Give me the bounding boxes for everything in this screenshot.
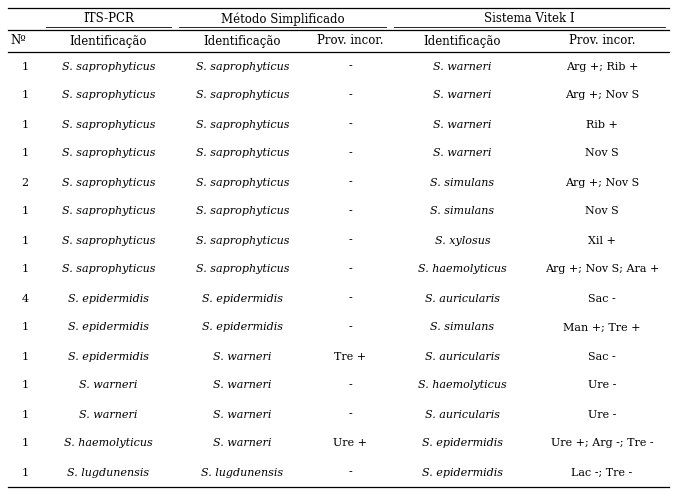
Text: Sistema Vitek I: Sistema Vitek I (484, 12, 575, 26)
Text: 1: 1 (22, 438, 28, 448)
Text: S. saprophyticus: S. saprophyticus (196, 264, 289, 274)
Text: S. epidermidis: S. epidermidis (202, 294, 283, 304)
Text: -: - (348, 322, 352, 332)
Text: 1: 1 (22, 62, 28, 72)
Text: S. haemolyticus: S. haemolyticus (418, 264, 507, 274)
Text: S. saprophyticus: S. saprophyticus (196, 62, 289, 72)
Text: -: - (348, 178, 352, 188)
Text: Identificação: Identificação (70, 34, 148, 48)
Text: -: - (348, 206, 352, 216)
Text: S. warneri: S. warneri (433, 120, 492, 130)
Text: Ure -: Ure - (588, 380, 616, 390)
Text: 4: 4 (22, 294, 28, 304)
Text: 1: 1 (22, 90, 28, 101)
Text: Sac -: Sac - (588, 294, 616, 304)
Text: Tre +: Tre + (334, 352, 366, 362)
Text: 1: 1 (22, 206, 28, 216)
Text: S. simulans: S. simulans (431, 206, 495, 216)
Text: S. warneri: S. warneri (213, 380, 271, 390)
Text: Identificação: Identificação (204, 34, 281, 48)
Text: 1: 1 (22, 236, 28, 246)
Text: S. saprophyticus: S. saprophyticus (196, 90, 289, 101)
Text: Ure +: Ure + (333, 438, 367, 448)
Text: S. saprophyticus: S. saprophyticus (196, 178, 289, 188)
Text: 2: 2 (22, 178, 28, 188)
Text: S. simulans: S. simulans (431, 322, 495, 332)
Text: -: - (348, 62, 352, 72)
Text: -: - (348, 120, 352, 130)
Text: 1: 1 (22, 148, 28, 158)
Text: Xil +: Xil + (588, 236, 616, 246)
Text: Arg +; Rib +: Arg +; Rib + (566, 62, 638, 72)
Text: S. saprophyticus: S. saprophyticus (62, 206, 155, 216)
Text: S. xylosus: S. xylosus (435, 236, 490, 246)
Text: Lac -; Tre -: Lac -; Tre - (571, 468, 632, 477)
Text: -: - (348, 468, 352, 477)
Text: S. warneri: S. warneri (213, 352, 271, 362)
Text: S. saprophyticus: S. saprophyticus (196, 120, 289, 130)
Text: S. saprophyticus: S. saprophyticus (62, 264, 155, 274)
Text: Nº: Nº (10, 34, 26, 48)
Text: S. epidermidis: S. epidermidis (422, 468, 503, 477)
Text: Arg +; Nov S: Arg +; Nov S (565, 178, 639, 188)
Text: Método Simplificado: Método Simplificado (221, 12, 345, 26)
Text: S. warneri: S. warneri (433, 62, 492, 72)
Text: S. saprophyticus: S. saprophyticus (196, 148, 289, 158)
Text: 1: 1 (22, 264, 28, 274)
Text: S. saprophyticus: S. saprophyticus (62, 148, 155, 158)
Text: 1: 1 (22, 120, 28, 130)
Text: S. saprophyticus: S. saprophyticus (196, 206, 289, 216)
Text: Identificação: Identificação (424, 34, 501, 48)
Text: S. saprophyticus: S. saprophyticus (62, 90, 155, 101)
Text: ITS-PCR: ITS-PCR (83, 12, 134, 26)
Text: 1: 1 (22, 380, 28, 390)
Text: S. saprophyticus: S. saprophyticus (62, 120, 155, 130)
Text: S. haemolyticus: S. haemolyticus (418, 380, 507, 390)
Text: Ure -: Ure - (588, 410, 616, 420)
Text: -: - (348, 236, 352, 246)
Text: S. lugdunensis: S. lugdunensis (68, 468, 150, 477)
Text: S. auricularis: S. auricularis (425, 352, 500, 362)
Text: S. auricularis: S. auricularis (425, 294, 500, 304)
Text: -: - (348, 90, 352, 101)
Text: -: - (348, 380, 352, 390)
Text: S. lugdunensis: S. lugdunensis (202, 468, 284, 477)
Text: Nov S: Nov S (585, 148, 619, 158)
Text: -: - (348, 264, 352, 274)
Text: S. warneri: S. warneri (79, 410, 137, 420)
Text: S. warneri: S. warneri (79, 380, 137, 390)
Text: 1: 1 (22, 352, 28, 362)
Text: S. epidermidis: S. epidermidis (68, 322, 149, 332)
Text: S. warneri: S. warneri (213, 410, 271, 420)
Text: -: - (348, 294, 352, 304)
Text: Man +; Tre +: Man +; Tre + (563, 322, 640, 332)
Text: Nov S: Nov S (585, 206, 619, 216)
Text: 1: 1 (22, 468, 28, 477)
Text: S. haemolyticus: S. haemolyticus (64, 438, 153, 448)
Text: 1: 1 (22, 410, 28, 420)
Text: Ure +; Arg -; Tre -: Ure +; Arg -; Tre - (550, 438, 653, 448)
Text: Arg +; Nov S; Ara +: Arg +; Nov S; Ara + (545, 264, 659, 274)
Text: Prov. incor.: Prov. incor. (317, 34, 383, 48)
Text: S. epidermidis: S. epidermidis (202, 322, 283, 332)
Text: S. warneri: S. warneri (433, 148, 492, 158)
Text: Prov. incor.: Prov. incor. (569, 34, 635, 48)
Text: S. saprophyticus: S. saprophyticus (62, 62, 155, 72)
Text: S. epidermidis: S. epidermidis (422, 438, 503, 448)
Text: S. epidermidis: S. epidermidis (68, 352, 149, 362)
Text: S. saprophyticus: S. saprophyticus (62, 236, 155, 246)
Text: S. warneri: S. warneri (213, 438, 271, 448)
Text: Sac -: Sac - (588, 352, 616, 362)
Text: -: - (348, 410, 352, 420)
Text: Rib +: Rib + (586, 120, 618, 130)
Text: -: - (348, 148, 352, 158)
Text: S. saprophyticus: S. saprophyticus (62, 178, 155, 188)
Text: 1: 1 (22, 322, 28, 332)
Text: S. simulans: S. simulans (431, 178, 495, 188)
Text: Arg +; Nov S: Arg +; Nov S (565, 90, 639, 101)
Text: S. warneri: S. warneri (433, 90, 492, 101)
Text: S. saprophyticus: S. saprophyticus (196, 236, 289, 246)
Text: S. auricularis: S. auricularis (425, 410, 500, 420)
Text: S. epidermidis: S. epidermidis (68, 294, 149, 304)
